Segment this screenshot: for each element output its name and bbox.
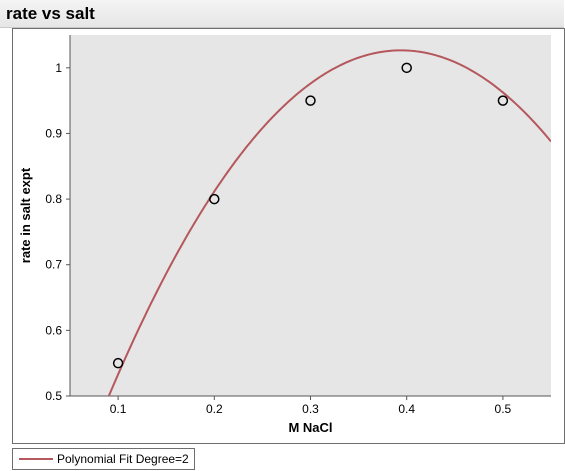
fit-line [107, 49, 551, 396]
chart-title: rate vs salt [6, 4, 95, 23]
x-tick-label: 0.2 [206, 402, 223, 416]
data-point[interactable] [112, 357, 124, 369]
y-axis-title: rate in salt expt [18, 167, 33, 263]
data-point[interactable] [401, 62, 412, 74]
y-tick-label: 0.8 [45, 192, 62, 206]
x-tick-label: 0.5 [495, 402, 512, 416]
y-tick-label: 1 [55, 61, 62, 75]
x-tick-label: 0.4 [398, 402, 415, 416]
data-point[interactable] [497, 95, 509, 106]
legend-label: Polynomial Fit Degree=2 [57, 452, 189, 466]
legend-swatch [19, 458, 53, 460]
window-title-bar: rate vs salt [0, 0, 564, 28]
data-point[interactable] [209, 193, 220, 205]
y-tick-label: 0.9 [45, 126, 62, 140]
y-tick-label: 0.7 [45, 258, 62, 272]
plot-area [70, 35, 551, 396]
data-point[interactable] [305, 95, 316, 106]
x-tick-label: 0.3 [302, 402, 319, 416]
x-axis-title: M NaCl [288, 420, 332, 435]
y-tick-label: 0.6 [45, 323, 62, 337]
legend[interactable]: Polynomial Fit Degree=2 [12, 448, 195, 470]
y-tick-label: 0.5 [45, 389, 62, 403]
x-tick-label: 0.1 [110, 402, 127, 416]
